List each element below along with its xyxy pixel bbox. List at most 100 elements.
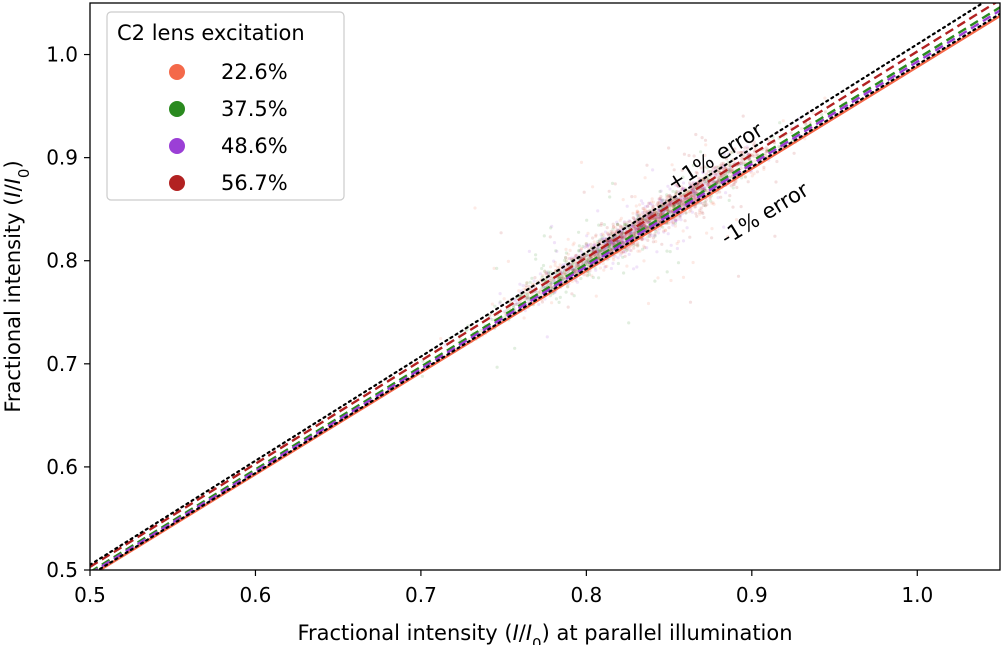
scatter-point — [681, 229, 685, 233]
scatter-point — [636, 226, 640, 230]
scatter-point — [594, 247, 598, 251]
scatter-point — [621, 239, 625, 243]
scatter-point — [574, 253, 578, 258]
scatter-point — [629, 249, 633, 253]
scatter-point — [607, 239, 612, 243]
scatter-point — [562, 272, 566, 276]
scatter-point — [584, 261, 588, 265]
scatter-point — [762, 167, 766, 171]
scatter-point — [749, 171, 753, 175]
scatter-point — [670, 163, 674, 167]
scatter-point — [633, 223, 637, 227]
scatter-point — [488, 313, 492, 317]
scatter-point — [610, 248, 614, 252]
scatter-point — [696, 182, 700, 186]
scatter-point — [646, 218, 650, 222]
scatter-point — [552, 259, 556, 263]
scatter-point — [653, 279, 657, 283]
scatter-point — [610, 238, 614, 242]
scatter-point — [668, 203, 672, 208]
scatter-point — [521, 284, 525, 288]
x-tick-label: 0.6 — [240, 583, 272, 607]
scatter-point — [597, 248, 602, 252]
scatter-point — [609, 238, 614, 242]
scatter-point — [651, 200, 656, 204]
scatter-point — [656, 231, 661, 235]
scatter-point — [681, 239, 686, 243]
scatter-point — [622, 238, 626, 242]
scatter-point — [669, 200, 674, 204]
scatter-point — [571, 269, 575, 273]
scatter-point — [633, 227, 637, 231]
scatter-point — [679, 199, 684, 203]
scatter-point — [709, 199, 713, 203]
scatter-point — [693, 186, 697, 190]
scatter-point — [710, 227, 714, 231]
scatter-point — [549, 285, 553, 289]
scatter-point — [526, 300, 530, 304]
scatter-point — [572, 256, 576, 260]
scatter-point — [585, 271, 589, 275]
scatter-point — [633, 232, 638, 236]
scatter-point — [635, 211, 639, 215]
scatter-point — [597, 239, 601, 243]
scatter-point — [669, 203, 673, 207]
scatter-point — [722, 225, 726, 229]
scatter-point — [664, 228, 668, 232]
scatter-point — [621, 250, 625, 254]
scatter-point — [640, 237, 644, 241]
scatter-point — [727, 164, 731, 168]
scatter-point — [596, 248, 600, 253]
scatter-point — [749, 140, 753, 144]
scatter-point — [698, 208, 702, 212]
scatter-point — [638, 249, 642, 253]
scatter-point — [458, 337, 462, 341]
scatter-point — [674, 183, 678, 187]
scatter-point — [683, 197, 687, 201]
scatter-point — [563, 272, 567, 276]
scatter-point — [701, 201, 705, 205]
scatter-point — [701, 211, 705, 216]
scatter-point — [624, 234, 628, 238]
scatter-point — [646, 226, 650, 230]
scatter-point — [633, 233, 637, 237]
scatter-point — [594, 234, 598, 239]
scatter-point — [566, 237, 570, 241]
scatter-point — [621, 235, 625, 239]
scatter-point — [668, 209, 672, 213]
scatter-point — [714, 172, 718, 177]
scatter-point — [560, 270, 565, 274]
x-axis-label-pre: Fractional intensity ( — [297, 621, 512, 645]
scatter-point — [608, 240, 612, 245]
scatter-point — [575, 269, 579, 273]
scatter-point — [621, 236, 625, 240]
scatter-point — [695, 171, 699, 175]
scatter-point — [574, 263, 578, 268]
scatter-point — [657, 212, 661, 216]
scatter-point — [656, 212, 660, 216]
scatter-point — [548, 235, 552, 239]
scatter-point — [499, 231, 503, 235]
scatter-point — [572, 294, 576, 298]
scatter-point — [703, 200, 707, 204]
scatter-point — [643, 237, 647, 241]
scatter-point — [704, 143, 708, 147]
scatter-point — [495, 266, 499, 270]
scatter-point — [556, 276, 560, 280]
scatter-point — [617, 232, 621, 237]
scatter-point — [692, 196, 697, 201]
x-tick-label: 0.8 — [570, 583, 602, 607]
scatter-point — [641, 210, 645, 215]
scatter-point — [684, 211, 688, 215]
scatter-point — [808, 121, 812, 125]
scatter-point — [700, 136, 704, 140]
scatter-point — [599, 254, 603, 258]
scatter-point — [657, 208, 661, 212]
scatter-point — [690, 194, 694, 198]
scatter-point — [645, 219, 649, 223]
scatter-point — [612, 241, 616, 245]
scatter-point — [542, 234, 546, 238]
scatter-point — [692, 190, 696, 194]
scatter-point — [649, 200, 654, 204]
scatter-point — [693, 189, 697, 194]
